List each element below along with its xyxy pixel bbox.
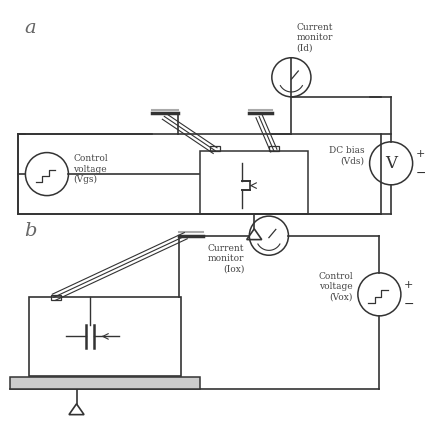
Text: −: − [416,166,425,180]
Bar [10,377,201,389]
Text: −: − [404,297,414,311]
Bar [51,295,61,300]
Text: Current
monitor
(Id): Current monitor (Id) [296,23,333,53]
Text: b: b [25,222,37,240]
Text: +: + [404,280,413,289]
Text: Control
voltage
(Vox): Control voltage (Vox) [318,272,353,301]
Text: +: + [416,149,425,159]
Text: Control
voltage
(Vgs): Control voltage (Vgs) [74,154,108,184]
Text: Current
monitor
(Iox): Current monitor (Iox) [208,243,244,274]
Bar [210,146,220,151]
Text: a: a [25,19,36,36]
Text: V: V [385,155,397,172]
Text: DC bias
(Vds): DC bias (Vds) [329,146,365,165]
Bar [29,297,181,376]
Bar [201,151,308,214]
Bar [269,146,279,151]
Bar [17,134,381,214]
